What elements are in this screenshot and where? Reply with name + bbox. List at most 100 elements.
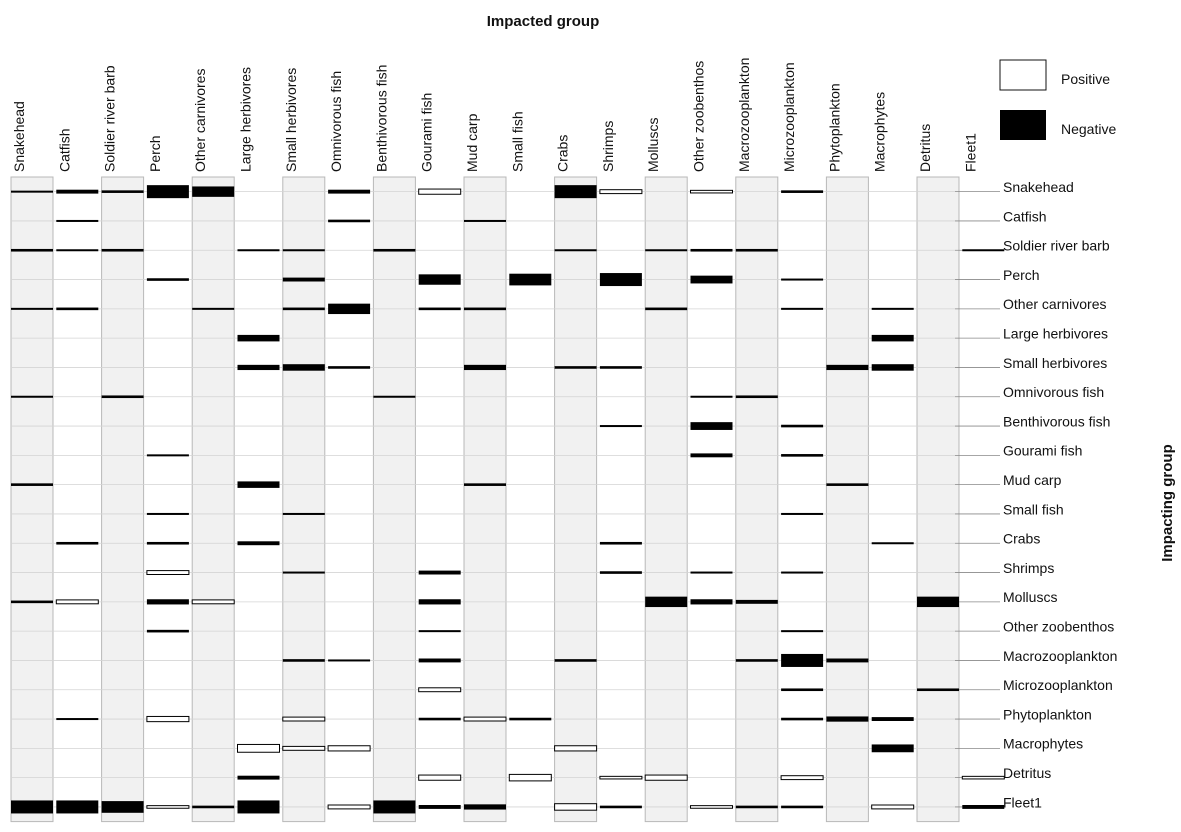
column-label: Shrimps [600,121,616,172]
column-label: Phytoplankton [826,83,842,172]
column-label: Molluscs [645,118,661,172]
impact-mark-r12-c3 [146,541,189,545]
row-label: Perch [1003,267,1040,283]
impact-mark-r6-c13 [599,366,642,369]
y-axis-label: Impacting group [1159,444,1176,562]
impact-mark-r6-c5 [237,364,280,371]
impact-mark-r4-c4 [192,307,235,310]
impact-mark-r1-c1 [56,219,99,222]
impact-mark-r6-c7 [328,366,371,369]
row-label: Crabs [1003,531,1040,547]
impact-mark-r20-c21 [961,775,1005,780]
impact-mark-r7-c2 [101,395,144,399]
column-label: Omnivorous fish [328,71,344,172]
impact-mark-r14-c0 [11,600,53,604]
column-band-16 [735,176,779,823]
column-band-12 [554,176,598,823]
row-label: Other carnivores [1003,296,1106,312]
impact-mark-r16-c6 [282,659,325,662]
impact-mark-r19-c7 [327,745,371,752]
column-label: Fleet1 [962,133,978,172]
impact-mark-r2-c8 [373,248,416,252]
row-label: Microzooplankton [1003,677,1113,693]
impact-mark-r4-c7 [328,303,371,315]
column-band-20 [916,176,960,823]
impact-mark-r6-c18 [826,364,869,371]
row-label: Benthivorous fish [1003,413,1110,429]
impact-mark-r6-c12 [554,366,597,369]
impact-mark-r9-c3 [146,454,189,457]
column-band-18 [825,176,869,823]
impact-mark-r3-c15 [690,275,733,284]
impact-mark-r2-c15 [690,248,733,252]
impact-mark-r3-c3 [146,278,189,281]
impact-mark-r0-c3 [146,185,189,199]
impact-mark-r21-c15 [690,805,733,809]
column-label: Other carnivores [192,69,208,172]
impact-mark-r19-c6 [282,745,326,751]
impact-mark-r13-c13 [599,571,642,574]
impact-mark-r14-c9 [418,599,461,605]
impact-mark-r2-c14 [645,249,688,252]
impact-mark-r9-c17 [781,454,824,457]
impact-mark-r21-c9 [418,805,461,809]
impact-mark-r21-c0 [11,800,53,814]
impact-mark-r13-c6 [282,571,325,574]
impact-mark-r3-c11 [509,273,552,286]
column-label: Soldier river barb [102,65,118,172]
impact-mark-r0-c17 [781,190,824,193]
column-label: Large herbivores [238,67,254,172]
impact-mark-r21-c4 [192,805,235,809]
impact-mark-r2-c5 [237,249,280,252]
column-label: Catfish [56,128,72,172]
impact-mark-r8-c17 [781,424,824,428]
impact-mark-r16-c9 [418,658,461,663]
impact-mark-r10-c5 [237,481,280,488]
row-label: Small fish [1003,501,1064,517]
impact-mark-r18-c11 [509,717,552,721]
column-label: Macrophytes [872,92,888,172]
column-label: Snakehead [11,101,27,172]
row-label: Detritus [1003,765,1051,781]
row-label: Catfish [1003,208,1047,224]
impact-mark-r13-c9 [418,570,461,575]
row-label: Gourami fish [1003,443,1082,459]
impact-mark-r21-c12 [554,803,598,811]
impact-mark-r14-c15 [690,599,733,605]
row-label: Large herbivores [1003,326,1108,342]
impact-mark-r16-c17 [781,653,824,667]
impact-mark-r21-c17 [781,805,824,809]
impact-mark-r13-c17 [781,571,824,574]
impact-mark-r4-c1 [56,307,99,311]
impact-mark-r2-c21 [962,249,1005,252]
impact-mark-r1-c10 [464,219,506,222]
impact-mark-r16-c18 [826,658,869,663]
column-band-2 [101,176,145,823]
impact-mark-r2-c2 [101,248,144,252]
impact-mark-r21-c2 [101,801,144,813]
row-label: Snakehead [1003,179,1074,195]
column-label: Perch [147,135,163,172]
impact-mark-r0-c13 [599,189,643,195]
row-label: Small herbivores [1003,355,1107,371]
impact-mark-r15-c9 [418,630,461,633]
impact-mark-r20-c5 [237,775,280,780]
impact-mark-r18-c19 [871,717,914,721]
impact-mark-r8-c15 [690,422,733,430]
column-band-4 [191,176,235,823]
impact-mark-r4-c10 [464,307,506,311]
row-label: Phytoplankton [1003,706,1092,722]
impact-mark-r9-c15 [690,453,733,458]
column-label: Small fish [509,111,525,172]
column-label: Crabs [555,135,571,172]
impact-mark-r18-c9 [418,717,461,721]
impact-mark-r4-c6 [282,307,325,311]
impact-mark-r18-c10 [463,716,507,722]
impact-mark-r14-c3 [146,599,189,605]
row-label: Macrophytes [1003,736,1083,752]
impact-mark-r20-c9 [418,774,462,781]
impact-mark-r19-c12 [554,745,598,752]
impact-mark-r4-c0 [11,307,53,310]
impact-mark-r12-c5 [237,541,280,546]
column-label: Detritus [917,124,933,172]
